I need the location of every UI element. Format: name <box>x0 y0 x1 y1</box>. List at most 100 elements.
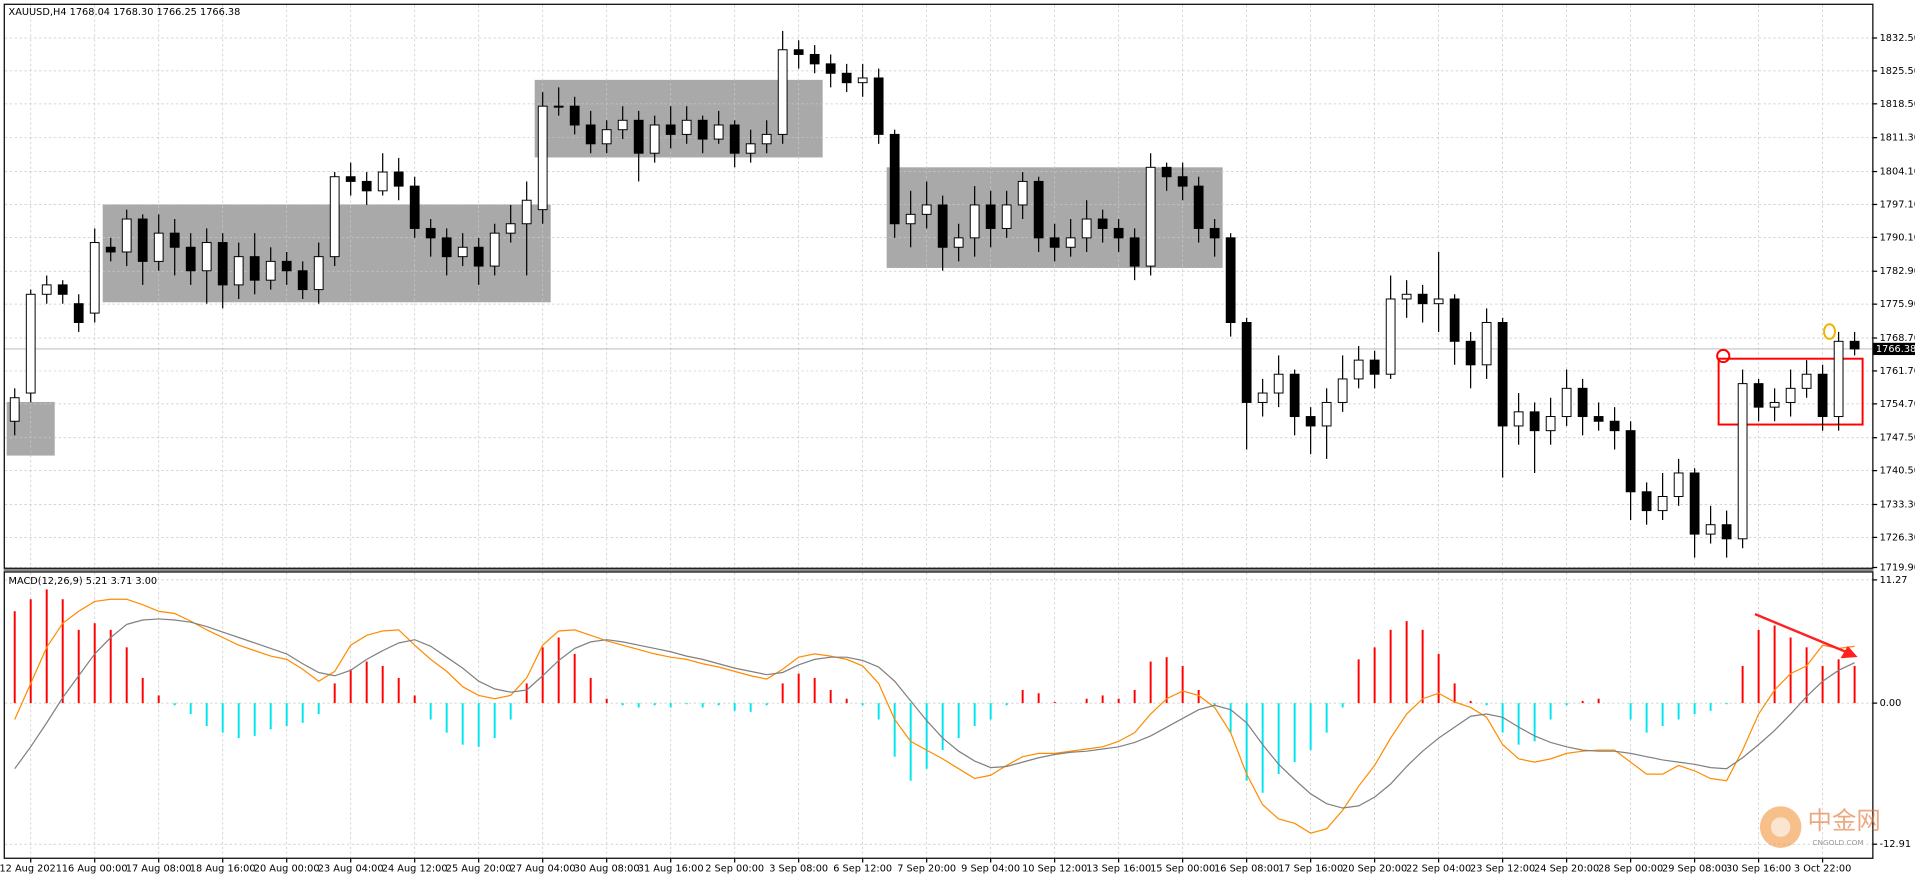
candle-body <box>217 242 228 286</box>
candle-body <box>697 119 708 140</box>
candle-body <box>1257 392 1268 403</box>
x-tick-label: 17 Sep 16:00 <box>1278 864 1343 875</box>
candle-body <box>873 77 884 135</box>
x-tick-label: 28 Sep 00:00 <box>1598 864 1663 875</box>
candle-body <box>1833 340 1844 418</box>
candle-body <box>489 232 500 267</box>
candle-body <box>1785 387 1796 403</box>
x-tick-label: 3 Oct 22:00 <box>1794 864 1851 875</box>
y-tick-label: 1726.30 <box>1880 532 1915 543</box>
candle-body <box>1849 340 1860 350</box>
x-tick-label: 3 Sep 08:00 <box>769 864 828 875</box>
y-tick-label: 1818.50 <box>1880 99 1915 110</box>
candle-body <box>745 143 756 154</box>
candle-body <box>537 105 548 211</box>
y-tick-label: 1832.50 <box>1880 33 1915 44</box>
x-tick-label: 12 Aug 2021 <box>0 864 62 875</box>
orange-circle <box>1823 323 1836 340</box>
candle-body <box>377 171 388 192</box>
x-tick-label: 18 Aug 16:00 <box>190 864 256 875</box>
candle-body <box>425 227 436 239</box>
candle-body <box>761 133 772 145</box>
y-tick-label: 1754.70 <box>1880 399 1915 410</box>
y-tick-label: 1782.90 <box>1880 266 1915 277</box>
last-price-box <box>1873 342 1915 356</box>
candle-body <box>953 237 964 248</box>
x-tick-label: 23 Aug 04:00 <box>318 864 384 875</box>
candle-body <box>1593 416 1604 422</box>
candle-body <box>1513 411 1524 427</box>
candle-body <box>1577 387 1588 418</box>
candle-body <box>569 105 580 126</box>
candle-body <box>89 242 100 314</box>
candle-body <box>361 180 372 192</box>
candle-body <box>905 213 916 225</box>
x-tick-label: 17 Aug 08:00 <box>126 864 192 875</box>
candle-body <box>1161 166 1172 178</box>
y-tick-label: 1811.30 <box>1880 133 1915 144</box>
x-tick-label: 13 Sep 16:00 <box>1086 864 1151 875</box>
candle-body <box>1385 298 1396 375</box>
candle-body <box>921 204 932 215</box>
candle-body <box>1241 322 1252 403</box>
candle-body <box>137 218 148 262</box>
y-tick-label: 1740.50 <box>1880 466 1915 477</box>
y-tick-label: 1825.50 <box>1880 66 1915 77</box>
candle-body <box>1017 180 1028 206</box>
candle-body <box>1625 430 1636 493</box>
trend-arrow <box>1754 613 1848 654</box>
candle-body <box>1721 524 1732 540</box>
candle-body <box>649 124 660 154</box>
candle-body <box>985 204 996 229</box>
candle-body <box>1657 496 1668 512</box>
candle-body <box>681 119 692 135</box>
x-tick-label: 20 Aug 00:00 <box>254 864 320 875</box>
candle-body <box>1225 237 1236 323</box>
candle-body <box>521 199 532 225</box>
candle-body <box>633 119 644 154</box>
candle-body <box>457 246 468 258</box>
x-tick-label: 30 Sep 16:00 <box>1726 864 1791 875</box>
candle-body <box>1769 401 1780 408</box>
candle-body <box>1465 340 1476 366</box>
candle-body <box>393 171 404 187</box>
candle-body <box>1673 472 1684 497</box>
candle-body <box>233 256 244 286</box>
x-tick-label: 22 Sep 04:00 <box>1406 864 1471 875</box>
candle-body <box>345 176 356 182</box>
candle-body <box>169 232 180 248</box>
candle-body <box>937 204 948 248</box>
candle-body <box>777 49 788 135</box>
candle-body <box>1049 237 1060 248</box>
x-tick-label: 23 Sep 12:00 <box>1470 864 1535 875</box>
candle-body <box>265 260 276 281</box>
candle-body <box>1353 359 1364 380</box>
red-circle <box>1716 348 1731 364</box>
candle-body <box>505 223 516 234</box>
candle-body <box>1753 383 1764 408</box>
candle-body <box>297 270 308 291</box>
candle-body <box>1065 237 1076 248</box>
candle-body <box>1801 373 1812 389</box>
x-tick-label: 31 Aug 16:00 <box>638 864 704 875</box>
candle-body <box>1193 185 1204 229</box>
watermark-logo-inner <box>1770 817 1791 837</box>
candle-body <box>1705 524 1716 535</box>
candle-body <box>1001 204 1012 229</box>
y-tick-label: 1747.50 <box>1880 433 1915 444</box>
candle-body <box>1737 383 1748 540</box>
candle-body <box>441 237 452 258</box>
candle-body <box>1289 373 1300 418</box>
candle-body <box>1129 237 1140 267</box>
candle-body <box>281 260 292 272</box>
x-tick-label: 27 Aug 04:00 <box>510 864 576 875</box>
x-tick-label: 24 Sep 20:00 <box>1534 864 1599 875</box>
y-tick-label: 1797.10 <box>1880 199 1915 210</box>
candle-body <box>1417 293 1428 305</box>
candle-body <box>1097 218 1108 229</box>
candle-body <box>585 124 596 145</box>
candle-body <box>729 124 740 154</box>
candle-body <box>825 63 836 74</box>
